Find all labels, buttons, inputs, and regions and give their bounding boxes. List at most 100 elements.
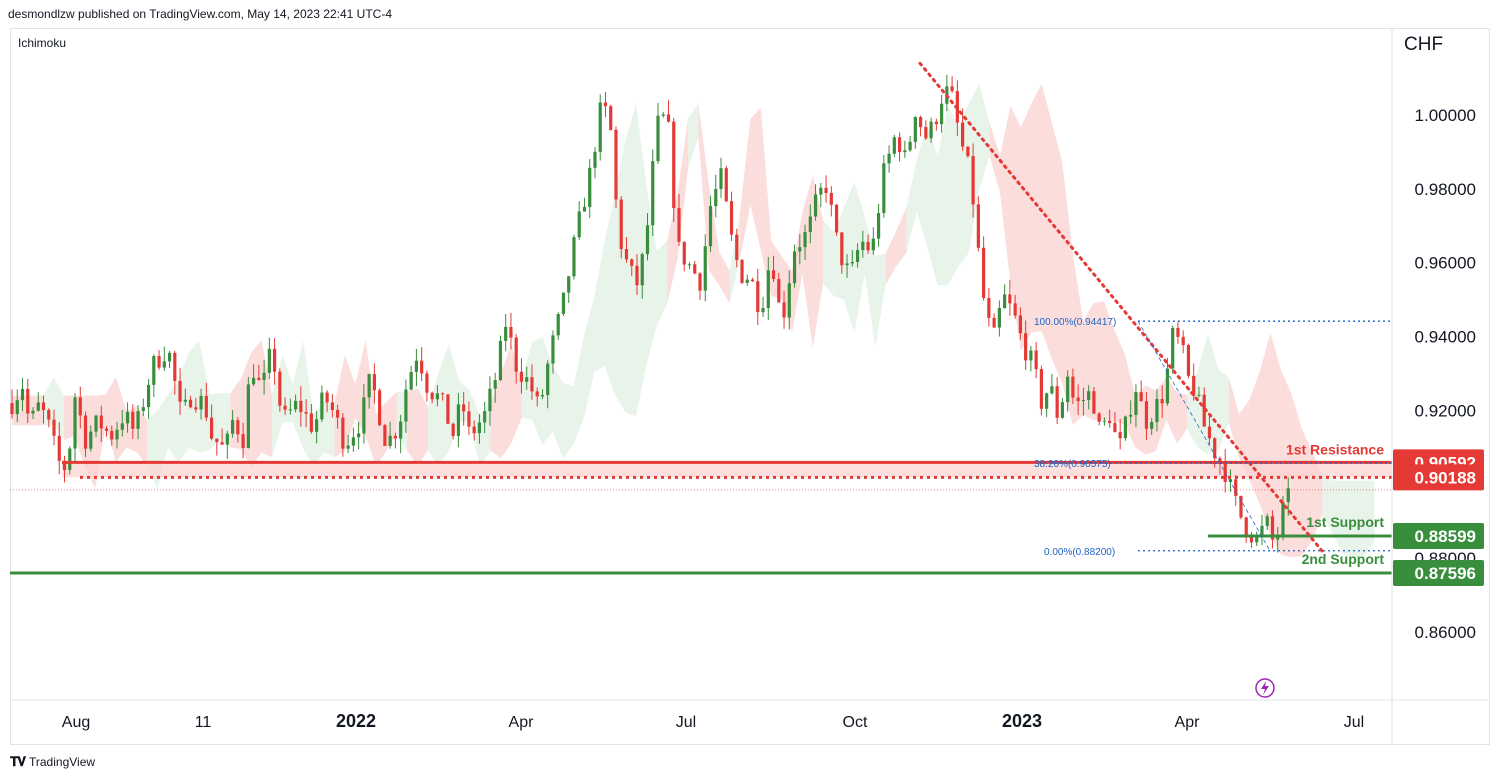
candle-body <box>782 302 786 318</box>
candle-body <box>1029 350 1033 361</box>
candle-body <box>1039 369 1043 409</box>
cloud-segment <box>1114 330 1125 425</box>
candle-body <box>372 374 376 391</box>
cloud-segment <box>1020 103 1032 351</box>
indicator-label[interactable]: Ichimoku <box>18 36 67 50</box>
candle-body <box>1181 336 1185 346</box>
candle-body <box>1171 327 1175 369</box>
cloud-segment <box>480 402 491 466</box>
candle-body <box>10 403 14 415</box>
cloud-segment <box>500 343 512 459</box>
candle-body <box>262 372 266 380</box>
cloud-segment <box>1124 354 1136 448</box>
cloud-segment <box>1000 106 1011 284</box>
cloud-segment <box>667 193 678 304</box>
fib-level-label: 0.00%(0.88200) <box>1044 547 1115 558</box>
cloud-segment <box>53 377 64 441</box>
candle-body <box>52 419 56 436</box>
candle-body <box>708 206 713 247</box>
cloud-segment <box>948 106 959 285</box>
price-tag-support-1-bg <box>1393 523 1484 550</box>
candle-body <box>20 388 25 401</box>
candle-body <box>866 241 870 251</box>
candle-body <box>876 213 881 239</box>
candle-body <box>840 232 844 266</box>
candle-body <box>330 402 334 411</box>
candle-body <box>603 102 608 107</box>
candle-body <box>756 281 760 313</box>
candle-body <box>1270 516 1275 540</box>
cloud-segment <box>511 343 522 444</box>
fib-level-label: 38.20%(0.90575) <box>1034 459 1111 470</box>
candle-body <box>1160 399 1164 404</box>
candle-body <box>803 232 807 248</box>
candle-body <box>1186 345 1191 376</box>
candle-body <box>1013 303 1017 316</box>
cloud-segment <box>292 340 304 449</box>
candle-body <box>1097 413 1101 422</box>
candle-body <box>430 392 434 400</box>
cloud-segment <box>1041 83 1052 360</box>
cloud-segment <box>105 377 116 463</box>
candle-body <box>645 225 650 255</box>
candle-body <box>1223 462 1227 482</box>
candle-body <box>918 117 923 128</box>
candle-body <box>504 326 508 341</box>
candle-body <box>1139 392 1143 402</box>
cloud-segment <box>594 240 605 372</box>
cloud-segment <box>1010 106 1021 351</box>
candle-body <box>346 445 350 449</box>
candle-body <box>588 167 592 207</box>
time-tick-label: Apr <box>1175 714 1201 731</box>
cloud-segment <box>844 181 855 333</box>
footer-brand[interactable]: TradingView <box>29 755 96 769</box>
cloud-segment <box>688 103 699 170</box>
cloud-segment <box>552 365 564 459</box>
cloud-segment <box>927 126 938 286</box>
candle-body <box>251 377 256 385</box>
tradingview-logo-icon[interactable]: 𝐓𝐕 <box>10 754 26 769</box>
candle-body <box>561 292 566 315</box>
candle-body <box>1265 516 1269 526</box>
cloud-segment <box>303 340 314 468</box>
cloud-segment <box>1052 123 1063 384</box>
candle-body <box>525 377 529 382</box>
fib-level-label: 100.00%(0.94417) <box>1034 317 1116 328</box>
candle-body <box>1249 535 1254 543</box>
candle-body <box>110 430 114 440</box>
candle-body <box>903 150 907 153</box>
candle-body <box>94 415 98 432</box>
lightning-icon[interactable] <box>1255 678 1275 698</box>
candle-body <box>808 216 812 233</box>
candle-body <box>861 241 865 251</box>
candle-body <box>892 137 896 154</box>
support-1-label: 1st Support <box>1306 514 1384 530</box>
cloud-segment <box>1343 480 1354 558</box>
candle-body <box>719 168 723 189</box>
candle-body <box>1066 376 1070 403</box>
candle-body <box>230 420 235 434</box>
candle-body <box>99 415 103 429</box>
candle-body <box>535 391 539 397</box>
candle-body <box>315 419 319 432</box>
candle-body <box>598 102 602 152</box>
candle-body <box>834 204 839 233</box>
cloud-segment <box>168 379 179 463</box>
cloud-segment <box>365 340 376 466</box>
candle-body <box>367 374 371 398</box>
candle-body <box>1255 535 1259 543</box>
candle-body <box>924 127 928 139</box>
candle-body <box>62 460 67 471</box>
cloud-segment <box>760 107 772 296</box>
cloud-segment <box>43 377 54 426</box>
candle-body <box>1081 399 1086 402</box>
candle-body <box>1155 399 1159 422</box>
candle-body <box>724 168 728 202</box>
candle-body <box>614 129 618 200</box>
time-axis: Aug 11 2022 Apr Jul Oct 2023 Apr Jul <box>10 678 1490 731</box>
candle-body <box>472 426 476 434</box>
candle-body <box>393 435 397 439</box>
candle-body <box>115 429 119 440</box>
